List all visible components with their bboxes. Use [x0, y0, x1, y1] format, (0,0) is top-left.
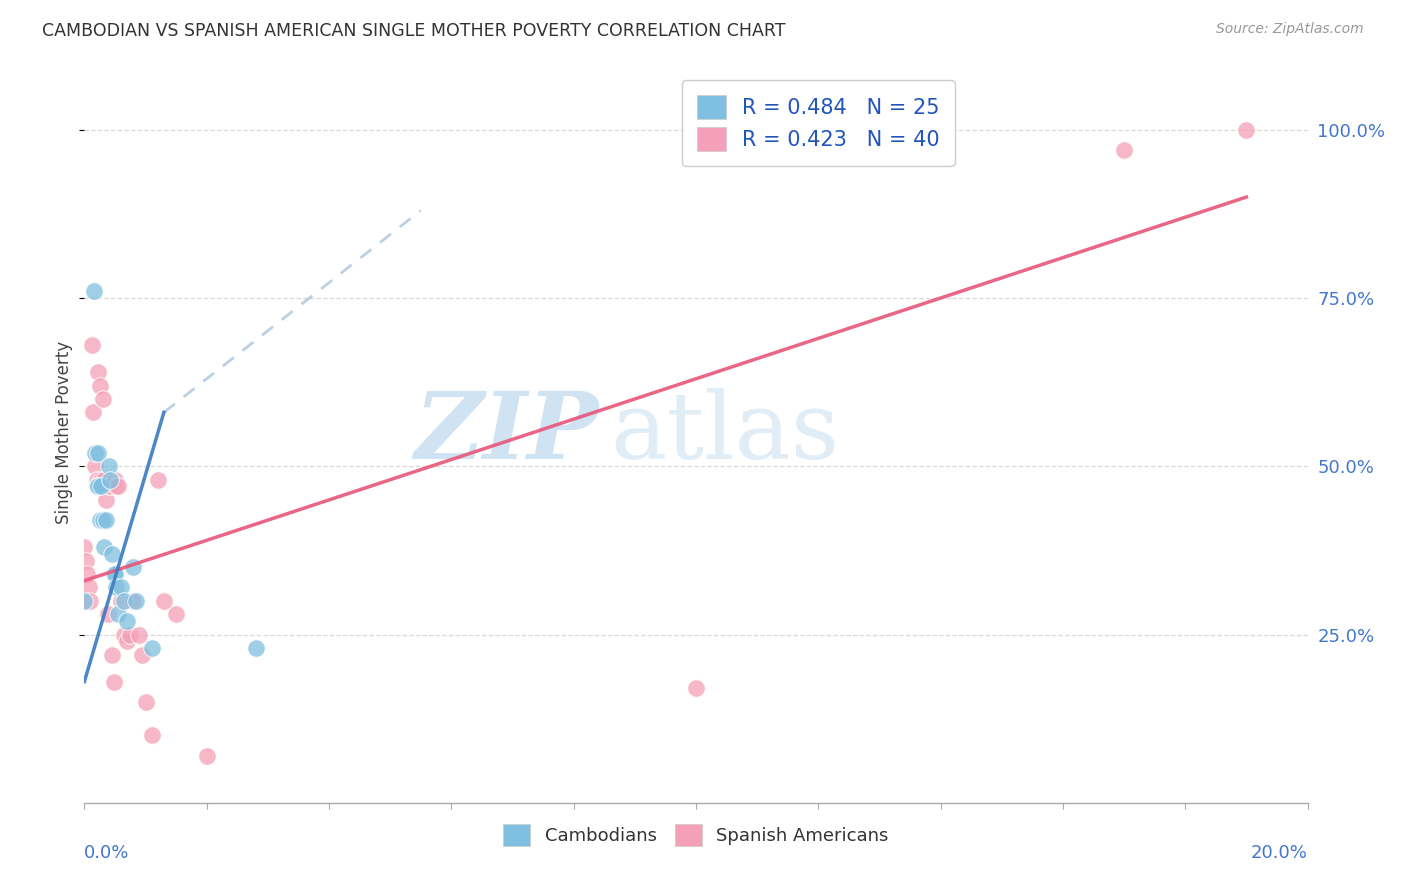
Point	[103, 674, 125, 689]
Point	[90, 473, 112, 487]
Text: atlas: atlas	[610, 388, 839, 477]
Text: Source: ZipAtlas.com: Source: ZipAtlas.com	[1216, 22, 1364, 37]
Point	[80, 338, 103, 352]
Point	[141, 729, 163, 743]
Point	[110, 594, 132, 608]
Point	[1114, 143, 1136, 157]
Legend: Cambodians, Spanish Americans: Cambodians, Spanish Americans	[496, 816, 896, 853]
Point	[98, 479, 121, 493]
Point	[90, 479, 112, 493]
Point	[94, 479, 117, 493]
Point	[195, 748, 218, 763]
Point	[75, 553, 97, 567]
Point	[107, 607, 129, 622]
Point	[131, 648, 153, 662]
Y-axis label: Single Mother Poverty: Single Mother Poverty	[55, 341, 73, 524]
Point	[101, 547, 124, 561]
Point	[89, 378, 111, 392]
Point	[115, 614, 138, 628]
Point	[84, 446, 107, 460]
Point	[87, 446, 110, 460]
Point	[91, 513, 114, 527]
Point	[87, 479, 110, 493]
Point	[153, 594, 176, 608]
Point	[112, 627, 135, 641]
Point	[135, 695, 157, 709]
Point	[84, 459, 107, 474]
Point	[97, 459, 120, 474]
Point	[128, 627, 150, 641]
Point	[110, 581, 132, 595]
Point	[77, 581, 100, 595]
Point	[122, 560, 145, 574]
Point	[245, 640, 267, 655]
Point	[101, 648, 124, 662]
Point	[89, 513, 111, 527]
Point	[125, 594, 148, 608]
Point	[98, 473, 121, 487]
Point	[165, 607, 187, 622]
Point	[91, 392, 114, 406]
Text: 20.0%: 20.0%	[1251, 844, 1308, 862]
Point	[97, 607, 120, 622]
Point	[120, 627, 142, 641]
Point	[96, 492, 118, 507]
Point	[104, 566, 127, 581]
Point	[93, 473, 115, 487]
Point	[97, 479, 120, 493]
Point	[122, 594, 145, 608]
Point	[93, 540, 115, 554]
Point	[104, 473, 127, 487]
Point	[83, 285, 105, 299]
Text: 0.0%: 0.0%	[84, 844, 129, 862]
Point	[115, 634, 138, 648]
Point	[1236, 122, 1258, 136]
Point	[146, 473, 169, 487]
Point	[107, 479, 129, 493]
Point	[105, 479, 128, 493]
Point	[105, 581, 128, 595]
Point	[82, 405, 104, 419]
Point	[112, 594, 135, 608]
Point	[87, 365, 110, 379]
Point	[79, 594, 101, 608]
Point	[86, 473, 108, 487]
Point	[73, 540, 96, 554]
Point	[103, 566, 125, 581]
Point	[141, 640, 163, 655]
Point	[73, 594, 96, 608]
Point	[94, 513, 117, 527]
Text: CAMBODIAN VS SPANISH AMERICAN SINGLE MOTHER POVERTY CORRELATION CHART: CAMBODIAN VS SPANISH AMERICAN SINGLE MOT…	[42, 22, 786, 40]
Point	[76, 566, 98, 581]
Point	[685, 681, 707, 696]
Text: ZIP: ZIP	[413, 388, 598, 477]
Point	[86, 479, 108, 493]
